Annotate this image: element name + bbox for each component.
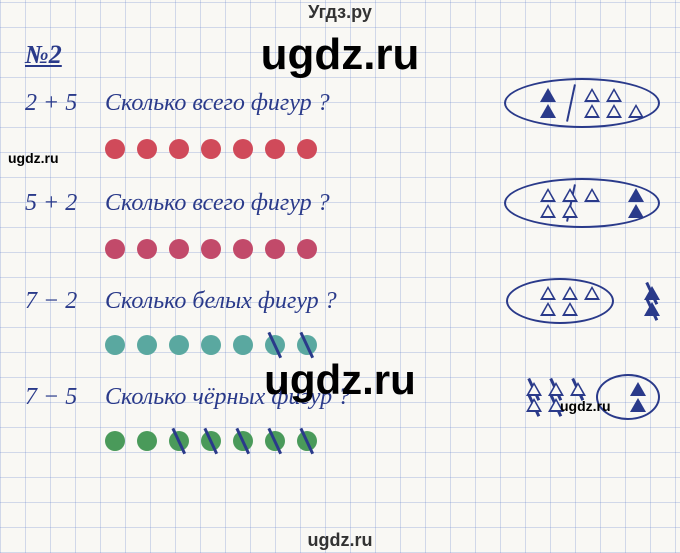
triangle-group bbox=[526, 382, 586, 412]
oval-diagram bbox=[596, 374, 660, 420]
triangle-icon bbox=[630, 382, 646, 396]
triangle-icon bbox=[562, 188, 578, 202]
expression: 7 − 2 bbox=[25, 288, 95, 315]
expression: 5 + 2 bbox=[25, 190, 95, 217]
triangle-icon bbox=[562, 286, 578, 300]
triangle-group bbox=[540, 88, 556, 118]
exercise-row: 7 − 2 Сколько белых фигур ? bbox=[25, 278, 660, 324]
triangle-icon bbox=[570, 382, 586, 396]
triangle-icon bbox=[628, 204, 644, 218]
oval-diagram bbox=[504, 78, 660, 128]
triangle-group bbox=[584, 88, 644, 118]
triangle-icon bbox=[540, 88, 556, 102]
triangle-group bbox=[644, 286, 660, 316]
triangle-icon bbox=[540, 286, 556, 300]
site-header: Угдз.ру bbox=[0, 2, 680, 23]
counter-dot bbox=[233, 431, 253, 451]
oval-diagram bbox=[504, 178, 660, 228]
triangle-icon bbox=[584, 286, 600, 300]
counter-dot bbox=[201, 239, 221, 259]
exercise-row: 5 + 2 Сколько всего фигур ? bbox=[25, 178, 660, 228]
counter-dot bbox=[201, 139, 221, 159]
counter-dot bbox=[137, 431, 157, 451]
triangle-icon bbox=[562, 302, 578, 316]
counter-dot bbox=[137, 335, 157, 355]
counter-dot bbox=[265, 239, 285, 259]
counter-dot bbox=[169, 335, 189, 355]
counter-dot bbox=[137, 139, 157, 159]
triangle-icon bbox=[548, 398, 564, 412]
triangle-icon bbox=[584, 188, 600, 202]
dots-row bbox=[105, 330, 660, 360]
triangle-icon bbox=[606, 104, 622, 118]
triangle-icon bbox=[644, 302, 660, 316]
triangle-icon bbox=[526, 398, 542, 412]
triangle-icon bbox=[630, 398, 646, 412]
triangle-icon bbox=[540, 188, 556, 202]
triangle-diagram bbox=[504, 178, 660, 228]
triangle-group bbox=[540, 286, 600, 316]
question-text: Сколько всего фигур ? bbox=[105, 90, 330, 117]
site-footer: ugdz.ru bbox=[0, 530, 680, 551]
triangle-diagram bbox=[506, 278, 660, 324]
counter-dot bbox=[265, 139, 285, 159]
counter-dot bbox=[297, 335, 317, 355]
exercise-row: 7 − 5 Сколько чёрных фигур ? bbox=[25, 374, 660, 420]
dots-row bbox=[105, 234, 660, 264]
paper-background: Угдз.ру №2 2 + 5 Сколько всего фигур ? 5… bbox=[0, 0, 680, 553]
triangle-group bbox=[628, 188, 644, 218]
triangle-diagram bbox=[504, 78, 660, 128]
counter-dot bbox=[265, 335, 285, 355]
counter-dot bbox=[233, 139, 253, 159]
triangle-diagram bbox=[506, 374, 660, 420]
counter-dot bbox=[201, 431, 221, 451]
counter-dot bbox=[233, 335, 253, 355]
counter-dot bbox=[233, 239, 253, 259]
triangle-icon bbox=[628, 188, 644, 202]
exercise-row: 2 + 5 Сколько всего фигур ? bbox=[25, 78, 660, 128]
counter-dot bbox=[105, 431, 125, 451]
counter-dot bbox=[169, 139, 189, 159]
content-area: №2 2 + 5 Сколько всего фигур ? 5 + 2 Ско… bbox=[25, 40, 660, 470]
triangle-icon bbox=[540, 104, 556, 118]
question-text: Сколько всего фигур ? bbox=[105, 190, 330, 217]
triangle-icon bbox=[540, 204, 556, 218]
triangle-icon bbox=[562, 204, 578, 218]
counter-dot bbox=[105, 335, 125, 355]
triangle-group bbox=[630, 382, 646, 412]
expression: 2 + 5 bbox=[25, 90, 95, 117]
counter-dot bbox=[265, 431, 285, 451]
counter-dot bbox=[297, 431, 317, 451]
triangle-icon bbox=[628, 104, 644, 118]
expression: 7 − 5 bbox=[25, 384, 95, 411]
triangle-icon bbox=[584, 104, 600, 118]
counter-dot bbox=[169, 239, 189, 259]
triangle-icon bbox=[606, 88, 622, 102]
counter-dot bbox=[201, 335, 221, 355]
question-text: Сколько белых фигур ? bbox=[105, 288, 337, 315]
oval-diagram bbox=[506, 278, 614, 324]
oval-divider bbox=[566, 84, 576, 122]
counter-dot bbox=[105, 139, 125, 159]
counter-dot bbox=[297, 139, 317, 159]
counter-dot bbox=[169, 431, 189, 451]
counter-dot bbox=[137, 239, 157, 259]
triangle-icon bbox=[540, 302, 556, 316]
dots-row bbox=[105, 426, 660, 456]
dots-row bbox=[105, 134, 660, 164]
counter-dot bbox=[105, 239, 125, 259]
question-text: Сколько чёрных фигур ? bbox=[105, 384, 350, 411]
triangle-icon bbox=[584, 88, 600, 102]
counter-dot bbox=[297, 239, 317, 259]
problem-number: №2 bbox=[25, 40, 660, 70]
